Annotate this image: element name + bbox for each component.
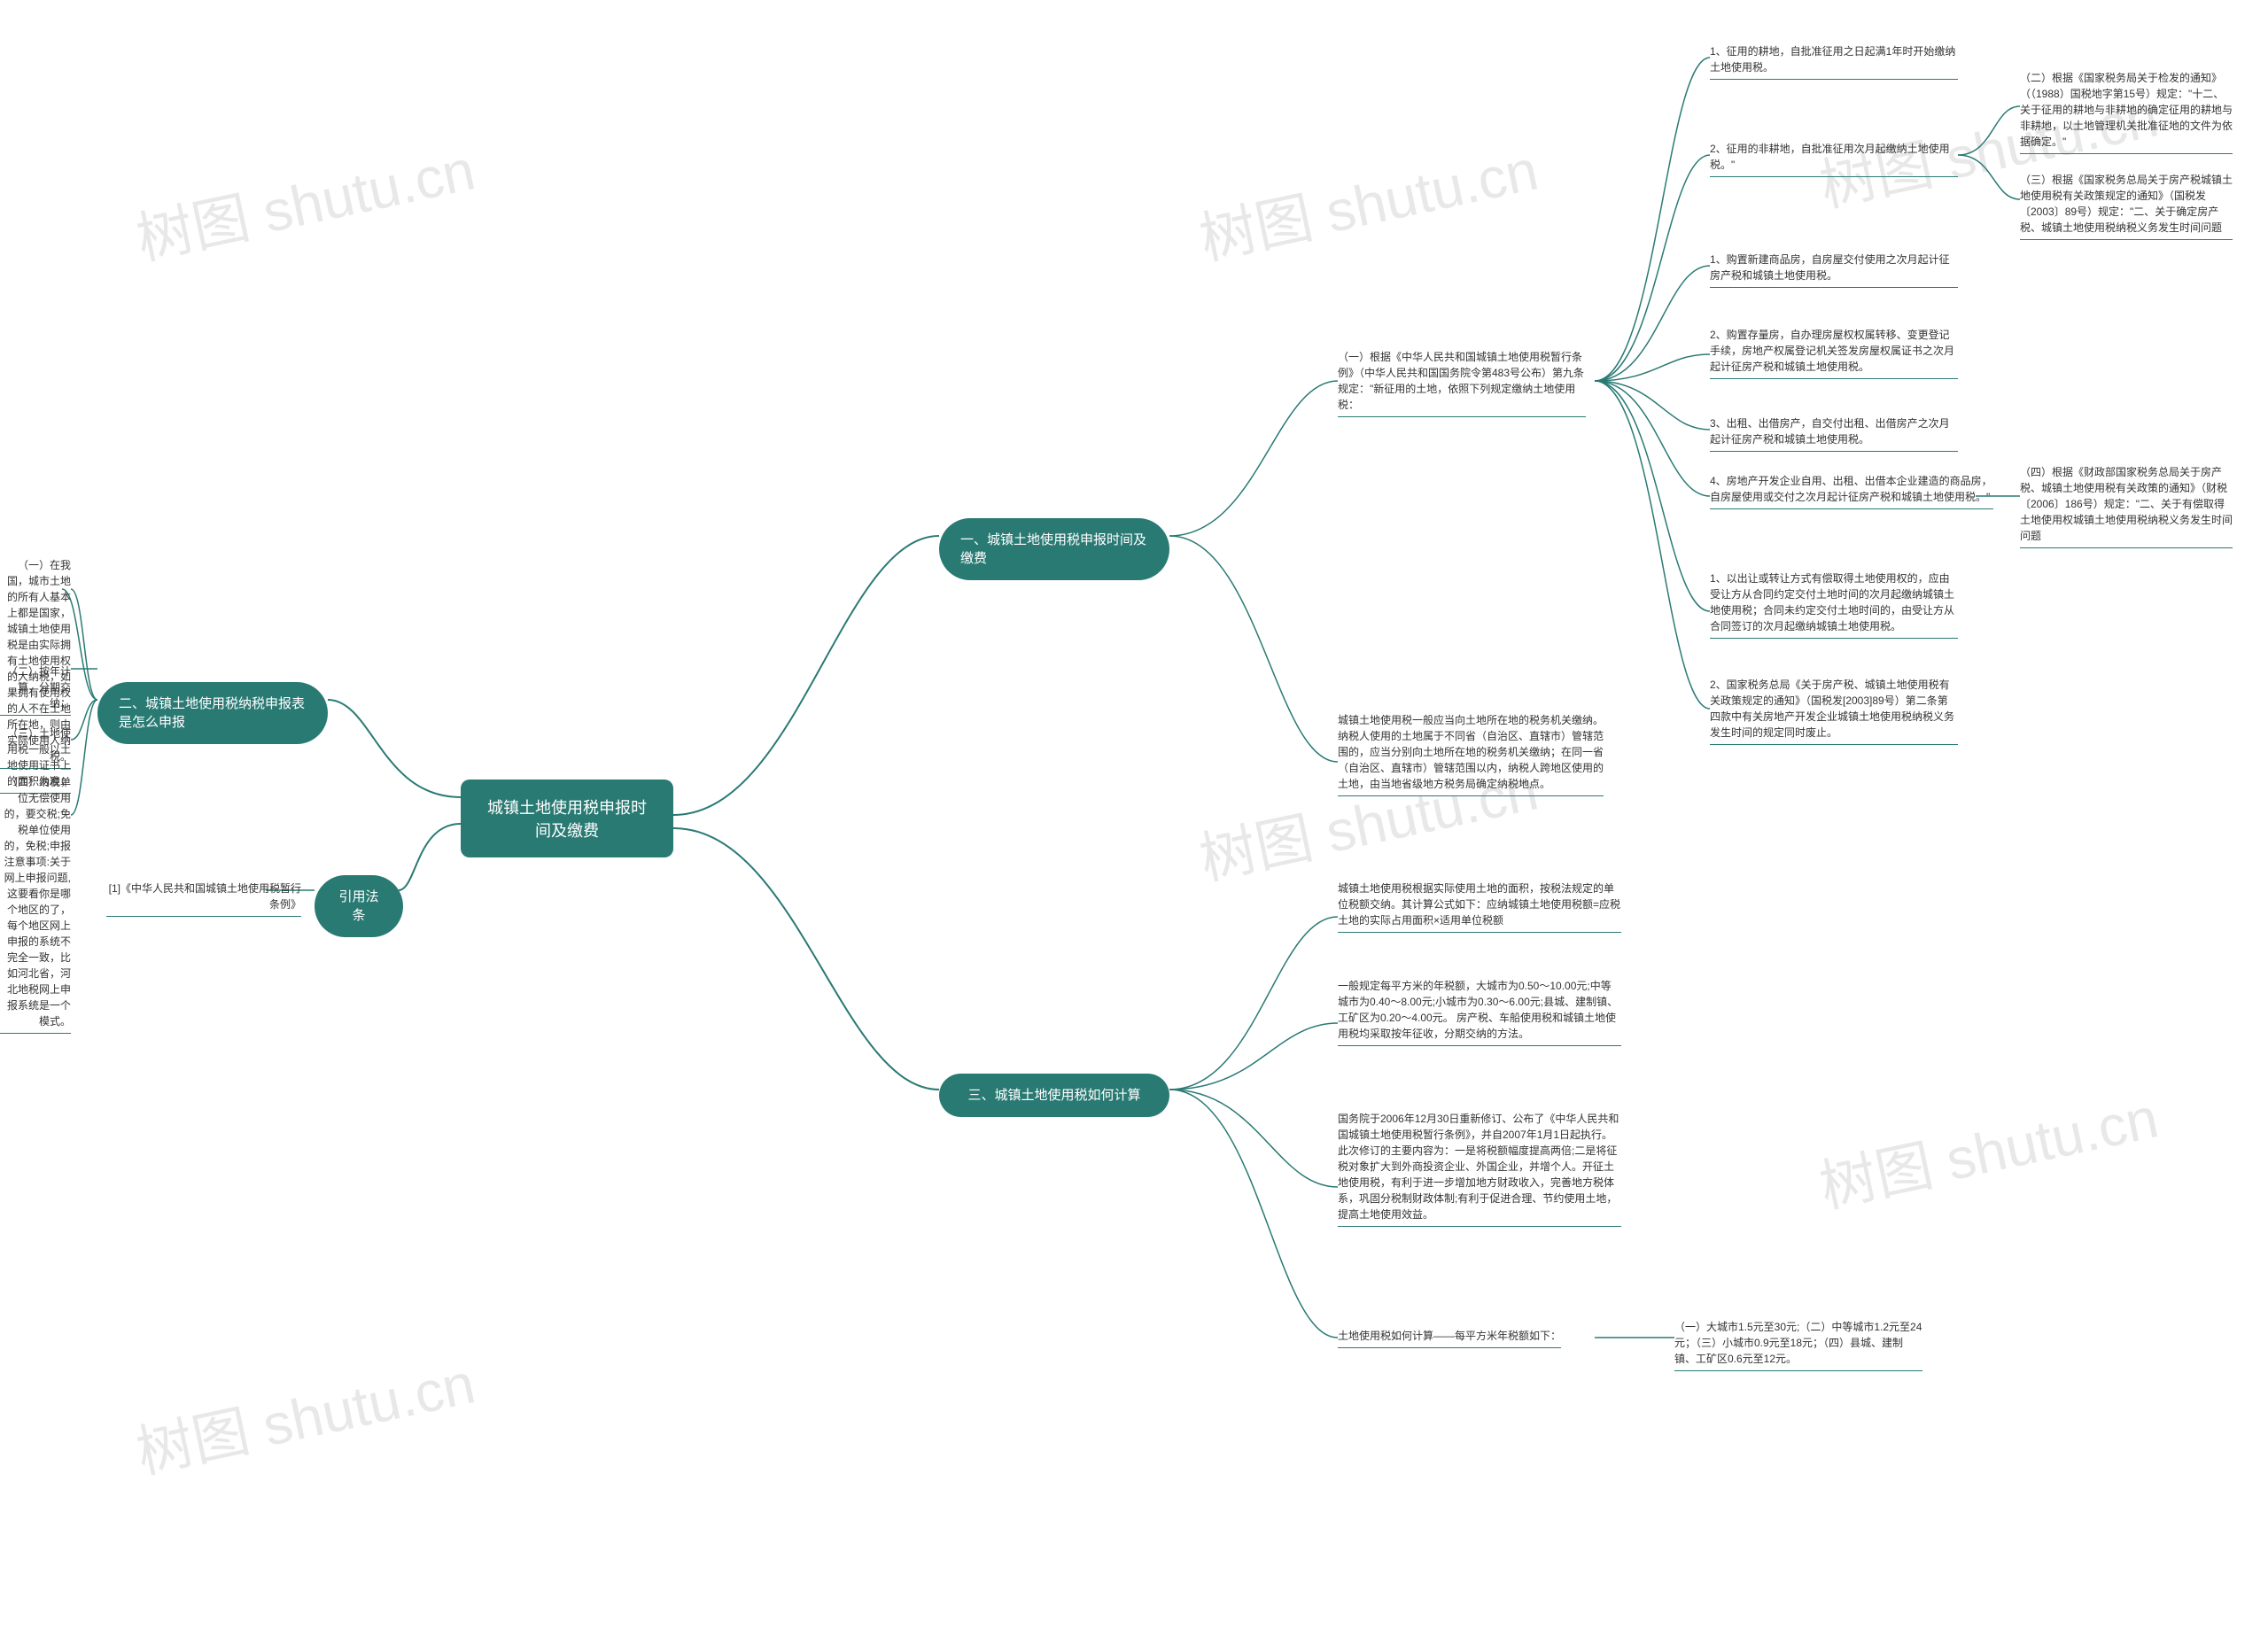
leaf-b3-4: 土地使用税如何计算——每平方米年税额如下：	[1338, 1324, 1561, 1348]
leaf-b1-1-6: 4、房地产开发企业自用、出租、出借本企业建造的商品房，自房屋使用或交付之次月起计…	[1710, 469, 1993, 509]
leaf-b3-1: 城镇土地使用税根据实际使用土地的面积，按税法规定的单位税额交纳。其计算公式如下：…	[1338, 877, 1621, 933]
leaf-b1-1-2a: （二）根据《国家税务局关于检发的通知》（（1988）国税地字第15号）规定："十…	[2020, 66, 2233, 154]
leaf-b2-2: （二）按年计算，分期交纳；	[0, 660, 71, 716]
leaf-b1-1-8: 2、国家税务总局《关于房产税、城镇土地使用税有关政策规定的通知》（国税发[200…	[1710, 673, 1958, 745]
leaf-b1-1-6a: （四）根据《财政部国家税务总局关于房产税、城镇土地使用税有关政策的通知》（财税〔…	[2020, 461, 2233, 548]
leaf-b1-1-2: 2、征用的非耕地，自批准征用次月起缴纳土地使用税。"	[1710, 137, 1958, 177]
branch-2: 二、城镇土地使用税纳税申报表是怎么申报	[97, 682, 328, 744]
watermark: 树图 shutu.cn	[1192, 125, 1544, 276]
watermark: 树图 shutu.cn	[128, 1338, 481, 1490]
center-node: 城镇土地使用税申报时间及缴费	[461, 780, 673, 857]
leaf-b2-4: （四）纳税单位无偿使用的，要交税;免税单位使用的，免税;申报注意事项:关于网上申…	[0, 771, 71, 1034]
leaf-b4-1: [1]《中华人民共和国城镇土地使用税暂行条例》	[106, 877, 301, 917]
leaf-b1-1-7: 1、以出让或转让方式有偿取得土地使用权的，应由受让方从合同约定交付土地时间的次月…	[1710, 567, 1958, 639]
leaf-b3-4a: （一）大城市1.5元至30元;（二）中等城市1.2元至24元；（三）小城市0.9…	[1674, 1315, 1922, 1371]
leaf-b1-1-2b: （三）根据《国家税务总局关于房产税城镇土地使用税有关政策规定的通知》（国税发〔2…	[2020, 168, 2233, 240]
watermark: 树图 shutu.cn	[1812, 1073, 2164, 1224]
leaf-b1-1-5: 3、出租、出借房产，自交付出租、出借房产之次月起计征房产税和城镇土地使用税。	[1710, 412, 1958, 452]
leaf-b1-1-3: 1、购置新建商品房，自房屋交付使用之次月起计征房产税和城镇土地使用税。	[1710, 248, 1958, 288]
leaf-b1-1-4: 2、购置存量房，自办理房屋权权属转移、变更登记手续，房地产权属登记机关签发房屋权…	[1710, 323, 1958, 379]
leaf-b1-1-1: 1、征用的耕地，自批准征用之日起满1年时开始缴纳土地使用税。	[1710, 40, 1958, 80]
b1-sub2: 城镇土地使用税一般应当向土地所在地的税务机关缴纳。纳税人使用的土地属于不同省（自…	[1338, 709, 1604, 796]
b1-sub1: （一）根据《中华人民共和国城镇土地使用税暂行条例》（中华人民共和国国务院令第48…	[1338, 345, 1586, 417]
leaf-b3-2: 一般规定每平方米的年税额，大城市为0.50～10.00元;中等城市为0.40～8…	[1338, 974, 1621, 1046]
branch-3: 三、城镇土地使用税如何计算	[939, 1074, 1169, 1117]
connector-layer	[0, 0, 2268, 1629]
branch-1: 一、城镇土地使用税申报时间及缴费	[939, 518, 1169, 580]
leaf-b3-3: 国务院于2006年12月30日重新修订、公布了《中华人民共和国城镇土地使用税暂行…	[1338, 1107, 1621, 1227]
branch-4: 引用法条	[315, 875, 403, 937]
watermark: 树图 shutu.cn	[128, 125, 481, 276]
